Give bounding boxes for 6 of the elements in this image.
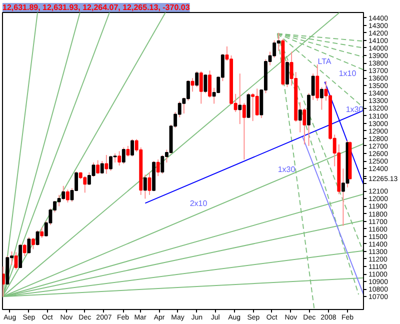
annotation: 1x10: [338, 69, 357, 78]
annotation: 1x30: [346, 105, 364, 114]
chart-title: 12,631.89, 12,631.93, 12,264.07, 12,265.13, -370.03: [2, 3, 190, 12]
annotation: LTA: [318, 57, 332, 66]
annotation: 1x30: [278, 165, 296, 174]
annotation: 2x10: [190, 199, 208, 208]
